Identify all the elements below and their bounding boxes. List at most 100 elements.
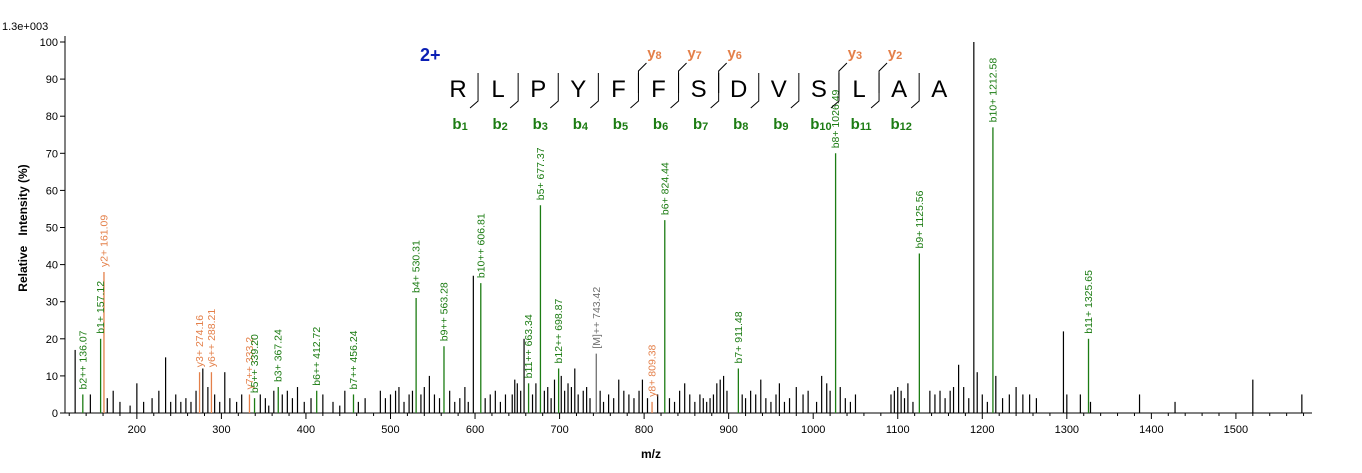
x-tick-label: 300 <box>212 424 230 436</box>
axes: 0 10 20 30 40 50 60 70 80 90 100 200 300 400 500 600 700… <box>40 36 1312 436</box>
peak-label: b5++ 339.20 <box>249 334 261 393</box>
sequence-residue: S <box>691 76 707 103</box>
b-ion-bracket <box>790 73 800 109</box>
y-tick-label: 10 <box>46 371 58 383</box>
b-ion-label: b11 <box>851 116 872 133</box>
b-ion-letter: b <box>493 116 502 133</box>
b-ion-bracket <box>590 73 599 109</box>
peak-label: b9++ 563.28 <box>438 282 450 341</box>
b-ion-number: 9 <box>782 121 788 133</box>
peak-label: b5+ 677.37 <box>535 147 547 200</box>
b-ion-number: 8 <box>742 121 748 133</box>
b-ion-letter: b <box>733 116 742 133</box>
x-tick-label: 1000 <box>801 424 825 436</box>
b-ion-letter: b <box>890 116 899 133</box>
b-ion-label: b9 <box>773 116 788 133</box>
b-ion-label: b7 <box>693 116 708 133</box>
b-ion-label: b1 <box>452 116 467 133</box>
b-ion-letter: b <box>573 116 582 133</box>
y-tick-label: 50 <box>46 223 58 235</box>
x-tick-label: 800 <box>635 424 653 436</box>
b-ion-letter: b <box>773 116 782 133</box>
sequence-residue: L <box>491 76 504 103</box>
peak-label: b7++ 456.24 <box>348 330 360 389</box>
peak-label: b11+ 1325.65 <box>1083 270 1095 334</box>
y-ion-letter: y <box>727 45 736 62</box>
y-ion-number: 7 <box>696 50 702 62</box>
y-ion-number: 6 <box>736 50 742 62</box>
y-ion-label: y3 <box>848 45 862 62</box>
b-ion-number: 11 <box>860 121 872 133</box>
peak-label: y3+ 274.16 <box>194 315 206 367</box>
b-ion-label: b2 <box>493 116 508 133</box>
b-ion-label: b6 <box>653 116 668 133</box>
y-ion-bracket <box>718 62 728 93</box>
y-ion-label: y7 <box>687 45 701 62</box>
b-ion-letter: b <box>693 116 702 133</box>
peak-label: b2++ 136.07 <box>77 330 89 389</box>
y-ion-letter: y <box>888 45 897 62</box>
b-ion-letter: b <box>810 116 819 133</box>
b-ion-number: 1 <box>462 121 468 133</box>
b-ion-label: b8 <box>733 116 748 133</box>
peak-label: y7++ 333.2 <box>244 337 256 390</box>
b-ion-number: 12 <box>900 121 912 133</box>
b-ion-number: 5 <box>622 121 628 133</box>
sequence-diagram: 2+R L P Y F F S D V S L A Ab1 b2 b3 b4 b5 b6 b7 b8 b9 b10 b11 b… <box>420 45 947 133</box>
peak-labels-group: b2++ 136.07 b1+ 157.12 y2+ 161.09 y3+ 274.1… <box>77 58 1095 397</box>
b-ion-number: 2 <box>502 121 508 133</box>
x-tick-label: 700 <box>550 424 568 436</box>
y-axis-title: Relative Intensity (%) <box>16 164 30 291</box>
b-ion-label: b12 <box>890 116 911 133</box>
y-ion-letter: y <box>647 45 656 62</box>
sequence-residue: L <box>852 76 865 103</box>
b-ion-bracket <box>509 73 519 109</box>
b-ion-label: b3 <box>533 116 548 133</box>
y-ion-number: 8 <box>656 50 662 62</box>
charge-state-label: 2+ <box>420 45 441 65</box>
x-tick-label: 1200 <box>970 424 994 436</box>
b-ion-bracket <box>910 73 920 109</box>
y-ion-bracket <box>678 62 687 93</box>
peak-label: y2+ 161.09 <box>98 215 110 267</box>
b-ion-label: b4 <box>573 116 589 133</box>
y-tick-label: 30 <box>46 297 58 309</box>
peak-label: b12++ 698.87 <box>553 299 565 364</box>
peak-label: [M]++ 743.42 <box>591 287 603 349</box>
peak-label: b6+ 824.44 <box>659 162 671 215</box>
sequence-residue: R <box>449 76 466 103</box>
b-ion-bracket <box>750 73 760 109</box>
b-ion-letter: b <box>851 116 860 133</box>
x-tick-label: 600 <box>466 424 484 436</box>
peak-label: b4+ 530.31 <box>411 240 423 293</box>
y-tick-label: 80 <box>46 111 58 123</box>
b-ion-letter: b <box>613 116 622 133</box>
peak-label: b1+ 157.12 <box>95 281 107 334</box>
sequence-residue: P <box>530 76 546 103</box>
sequence-residue: A <box>931 76 947 103</box>
peak-label: b7+ 911.48 <box>733 311 745 363</box>
x-tick-label: 1300 <box>1055 424 1079 436</box>
peak-label: y8+ 809.38 <box>647 344 659 396</box>
peaks-group <box>74 42 1303 413</box>
y-tick-label: 20 <box>46 334 58 346</box>
y-tick-label: 100 <box>40 37 58 49</box>
y-ion-label: y2 <box>888 45 902 62</box>
b-ion-number: 4 <box>582 121 589 133</box>
b-ion-bracket <box>469 73 479 109</box>
sequence-residue: Y <box>570 76 586 103</box>
sequence-residue: F <box>651 76 666 103</box>
b-ion-letter: b <box>452 116 461 133</box>
peak-label: y6++ 288.21 <box>206 309 218 368</box>
b-ion-letter: b <box>653 116 662 133</box>
sequence-residue: D <box>730 76 747 103</box>
y-tick-label: 60 <box>46 185 58 197</box>
sequence-residue: S <box>811 76 827 103</box>
b-ion-number: 3 <box>542 121 548 133</box>
y-tick-label: 90 <box>46 74 58 86</box>
x-axis-title: m/z <box>641 447 661 461</box>
y-tick-label: 0 <box>52 408 58 420</box>
b-ion-number: 6 <box>662 121 668 133</box>
y-ion-letter: y <box>687 45 696 62</box>
